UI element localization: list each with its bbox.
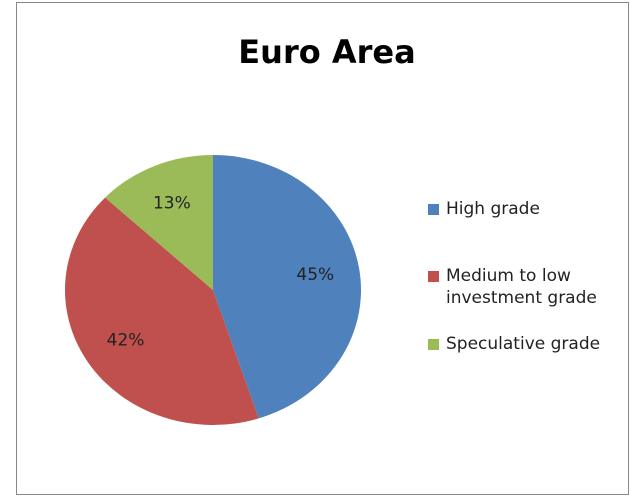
data-label: 42% (107, 331, 145, 351)
legend-item: Speculative grade (428, 333, 624, 355)
legend-item: Medium to low investment grade (428, 265, 624, 309)
legend-label: High grade (446, 199, 540, 219)
data-label: 45% (296, 265, 334, 285)
legend-label: Speculative grade (446, 334, 601, 354)
pie-slice (213, 155, 362, 419)
legend-swatch (428, 339, 439, 350)
pie-slice (105, 155, 213, 290)
legend-label: Medium to low investment grade (446, 266, 597, 308)
legend-swatch (428, 271, 439, 282)
data-label: 13% (153, 193, 191, 213)
legend-swatch (428, 204, 439, 215)
legend-item: High grade (428, 198, 624, 220)
chart-title: Euro Area (238, 33, 415, 71)
pie-slice (64, 197, 259, 425)
